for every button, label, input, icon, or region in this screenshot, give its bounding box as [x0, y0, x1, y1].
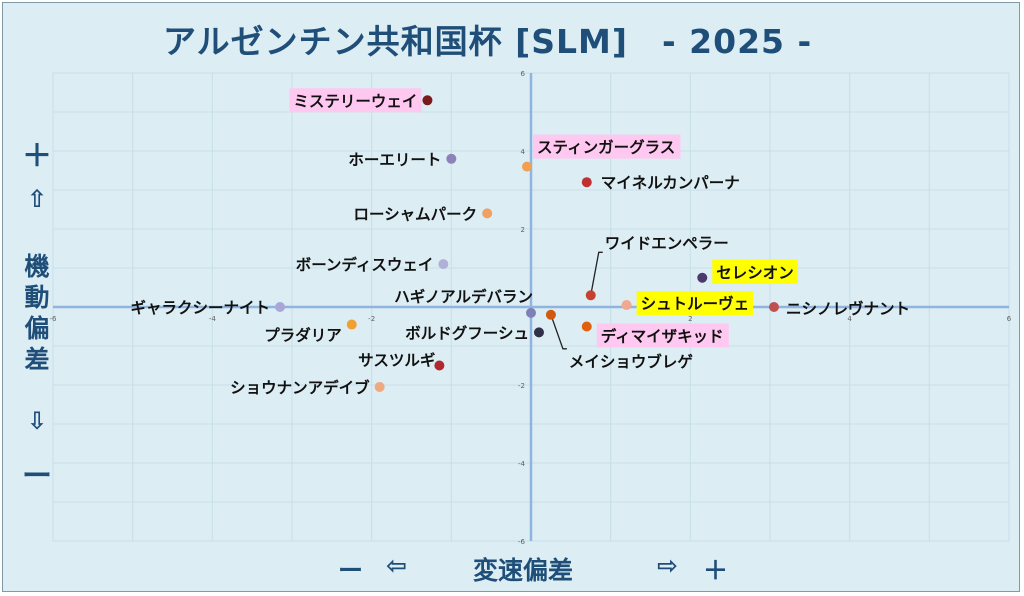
- data-point: [526, 307, 536, 318]
- x-axis-minus-sign: ー: [338, 556, 364, 585]
- up-arrow-icon: ⇧: [26, 185, 48, 213]
- label-highlight: [289, 88, 422, 113]
- data-label: ギャラクシーナイト: [131, 299, 271, 317]
- leader-line: [590, 251, 603, 296]
- data-point: [346, 319, 357, 330]
- data-point: [621, 300, 632, 311]
- y-tick-label: 2: [521, 226, 525, 234]
- data-label: ボーンディスウェイ: [296, 255, 434, 274]
- data-label: ローシャムパーク: [353, 205, 477, 223]
- data-point: [422, 95, 433, 106]
- data-point: [522, 161, 533, 172]
- y-tick-label: 4: [521, 148, 526, 156]
- data-label: プラダリア: [264, 326, 342, 345]
- x-tick-label: 4: [847, 315, 852, 323]
- x-axis-label: 変速偏差: [473, 556, 574, 585]
- right-arrow-icon: ⇨: [657, 551, 678, 580]
- data-point: [697, 272, 708, 283]
- label-highlight: [533, 134, 681, 159]
- y-tick-label: -2: [518, 382, 525, 390]
- data-label: ワイドエンペラー: [605, 234, 729, 252]
- data-point: [446, 153, 457, 164]
- x-tick-label: 2: [688, 315, 692, 323]
- x-tick-label: -4: [209, 315, 217, 323]
- data-point: [434, 360, 445, 371]
- data-point: [482, 208, 493, 219]
- data-point: [768, 302, 779, 312]
- data-label: サスツルギ: [358, 352, 436, 370]
- data-label: セレシオン: [716, 264, 794, 282]
- data-label: マイネルカンパーナ: [601, 174, 740, 192]
- left-arrow-icon: ⇦: [386, 551, 407, 580]
- x-axis-plus-sign: ＋: [703, 556, 729, 585]
- data-point: [581, 177, 592, 188]
- y-tick-label: -4: [518, 460, 526, 468]
- data-label: ショウナンアデイブ: [230, 378, 370, 397]
- leader-line: [550, 314, 567, 350]
- data-label: スティンガーグラス: [537, 138, 675, 157]
- y-axis-minus-sign: ー: [22, 459, 52, 494]
- y-tick-label: 6: [521, 70, 526, 78]
- data-point: [275, 302, 286, 312]
- data-label: ボルドグフーシュ: [405, 323, 529, 342]
- label-highlight: [636, 291, 754, 316]
- data-label: ミステリーウェイ: [293, 92, 417, 110]
- data-label: ホーエリート: [348, 151, 441, 169]
- x-tick-label: -6: [50, 315, 58, 323]
- data-point: [533, 327, 544, 338]
- chart-title: アルゼンチン共和国杯 [SLM] - 2025 -: [163, 22, 813, 61]
- x-tick-label: -2: [368, 315, 375, 323]
- down-arrow-icon: ⇩: [26, 407, 48, 435]
- data-point: [585, 290, 596, 301]
- data-label: ハギノアルデバラン: [394, 287, 533, 306]
- label-highlight: [596, 323, 729, 348]
- data-point: [581, 321, 592, 332]
- data-point: [374, 381, 385, 392]
- data-label: ディマイザキッド: [601, 327, 724, 346]
- x-tick-label: 6: [1007, 315, 1012, 323]
- data-label: メイショウブレゲ: [569, 352, 694, 371]
- data-point: [545, 309, 556, 320]
- data-label: シュトルーヴェ: [641, 294, 750, 313]
- y-tick-label: -6: [518, 538, 526, 546]
- data-point: [438, 259, 449, 270]
- label-highlight: [712, 259, 798, 284]
- y-axis-label: 機動偏差: [24, 252, 50, 374]
- data-label: ニシノレヴナント: [786, 299, 910, 318]
- y-axis-plus-sign: ＋: [22, 139, 52, 174]
